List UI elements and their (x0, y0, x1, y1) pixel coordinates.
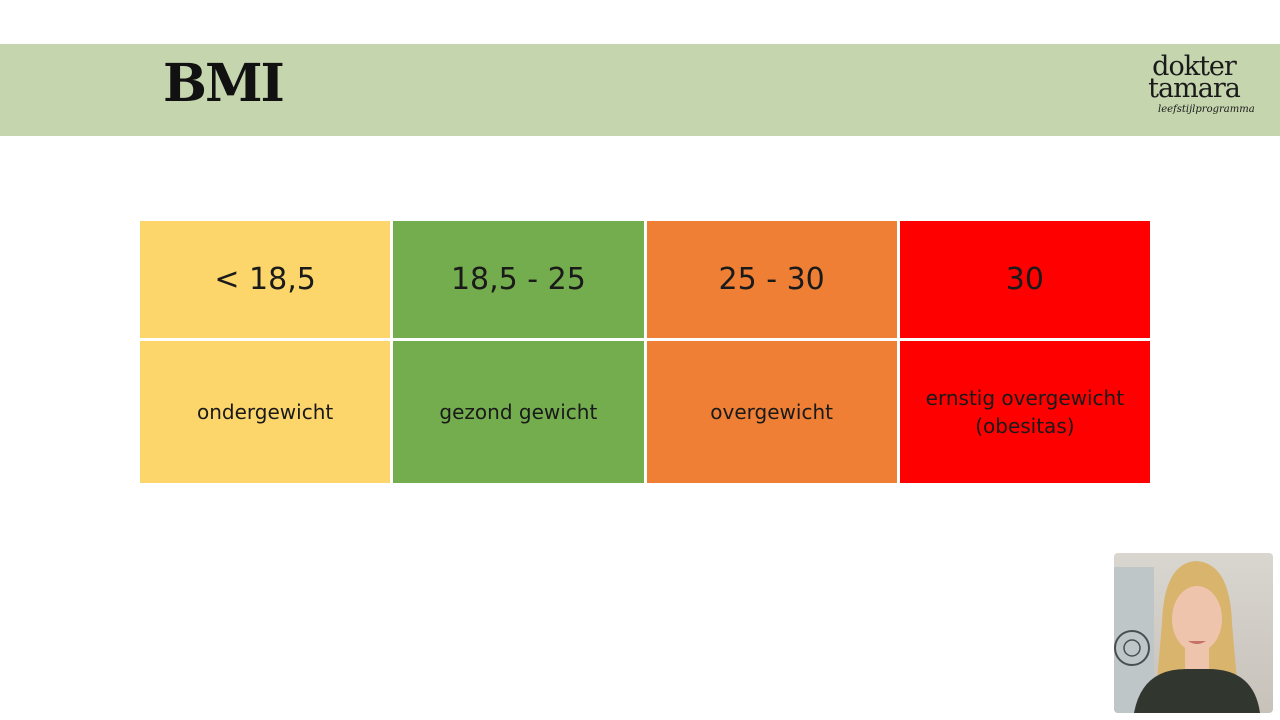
header-banner (0, 44, 1280, 136)
label-obese: ernstig overgewicht (obesitas) (899, 341, 1150, 483)
range-healthy: 18,5 - 25 (393, 221, 644, 338)
presenter-video-icon (1114, 553, 1273, 713)
label-underweight: ondergewicht (140, 341, 391, 483)
logo-tagline: leefstijlprogramma (1158, 104, 1255, 115)
label-healthy: gezond gewicht (393, 341, 644, 483)
label-overweight: overgewicht (646, 341, 897, 483)
logo-line-1: dokter (1152, 51, 1237, 82)
range-obese: 30 (899, 221, 1150, 338)
brand-logo: dokter tamara leefstijlprogramma (1134, 51, 1255, 128)
logo-line-2: tamara (1148, 73, 1241, 104)
slide-title: BMI (163, 53, 285, 114)
range-underweight: < 18,5 (140, 221, 391, 338)
range-overweight: 25 - 30 (646, 221, 897, 338)
bmi-table: < 18,5 18,5 - 25 25 - 30 30 ondergewicht… (140, 221, 1150, 483)
